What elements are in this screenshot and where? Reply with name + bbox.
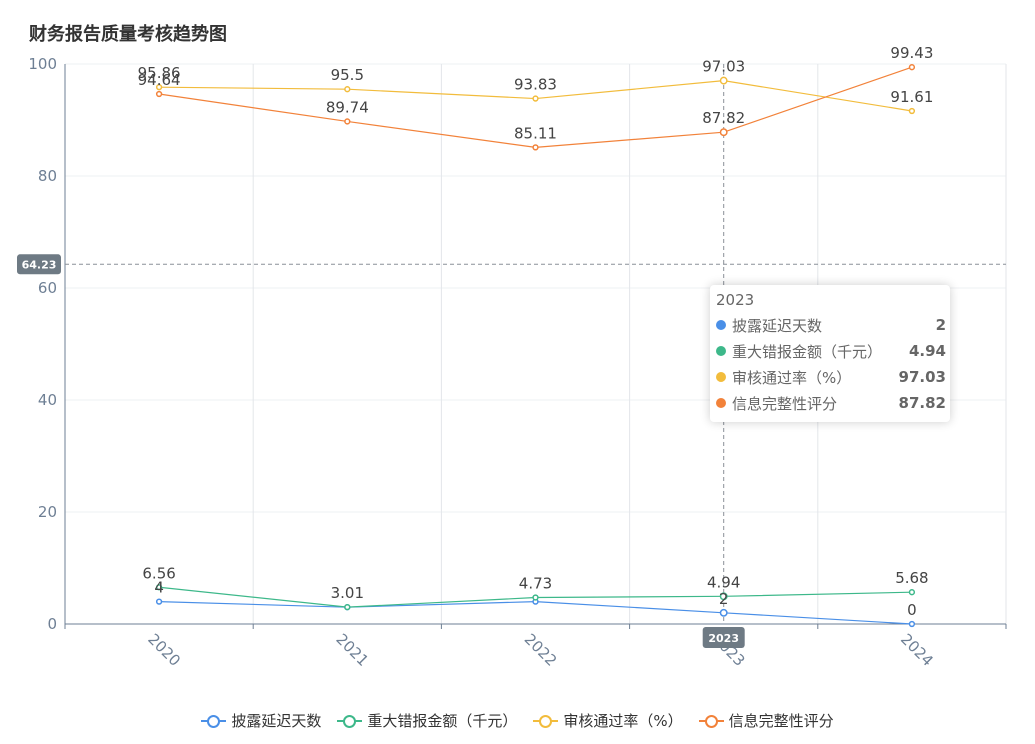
y-tick-label: 0 <box>47 615 57 633</box>
data-point <box>532 95 539 102</box>
data-label: 91.61 <box>890 88 933 106</box>
tooltip-series-value: 87.82 <box>898 394 946 412</box>
chart-legend: 披露延迟天数 重大错报金额（千元） 审核通过率（%） 信息完整性评分 <box>0 710 1035 731</box>
legend-label: 信息完整性评分 <box>728 712 834 730</box>
legend-label: 重大错报金额（千元） <box>367 712 518 730</box>
y-tick-label: 60 <box>38 279 57 297</box>
x-tick-label: 2022 <box>521 630 561 670</box>
legend-line-icon <box>201 714 227 728</box>
data-label: 5.68 <box>895 569 928 587</box>
data-point <box>344 86 351 93</box>
data-point <box>155 598 163 605</box>
data-label: 99.43 <box>890 44 933 62</box>
tooltip-series-name: 披露延迟天数 <box>732 316 823 335</box>
crosshair-x-badge <box>702 627 745 648</box>
tooltip-series-value: 4.94 <box>908 342 946 360</box>
tooltip: 2023 披露延迟天数 2 重大错报金额（千元） 4.94 审核通过率（%） 9… <box>710 285 950 422</box>
legend-line-icon <box>698 714 724 728</box>
legend-item[interactable]: 重大错报金额（千元） <box>337 710 517 731</box>
legend-line-icon <box>337 714 363 728</box>
data-point <box>908 589 916 596</box>
tooltip-series-name: 重大错报金额（千元） <box>732 342 883 361</box>
x-tick-label: 2024 <box>897 630 937 670</box>
crosshair-x-badge-label: 2023 <box>708 632 739 645</box>
data-point <box>719 76 728 85</box>
tooltip-dot-icon <box>716 398 726 408</box>
data-point <box>344 118 351 125</box>
legend-item[interactable]: 披露延迟天数 <box>201 710 321 731</box>
legend-item[interactable]: 信息完整性评分 <box>698 710 834 731</box>
data-label: 2 <box>719 590 729 608</box>
data-point <box>908 620 916 628</box>
legend-label: 审核通过率（%） <box>563 712 683 730</box>
data-label: 85.11 <box>514 124 557 142</box>
data-point <box>719 608 728 617</box>
data-label: 95.5 <box>331 66 364 84</box>
tooltip-row: 信息完整性评分 87.82 <box>716 390 946 416</box>
tooltip-row: 审核通过率（%） 97.03 <box>716 364 946 390</box>
data-label: 87.82 <box>702 109 745 127</box>
data-point <box>155 584 163 591</box>
data-label: 3.01 <box>331 584 364 602</box>
data-label: 94.64 <box>138 71 181 89</box>
legend-line-icon <box>533 714 559 728</box>
data-point <box>344 603 351 611</box>
tooltip-dot-icon <box>716 346 726 356</box>
data-point <box>532 144 539 151</box>
y-tick-label: 40 <box>38 391 57 409</box>
tooltip-row: 重大错报金额（千元） 4.94 <box>716 338 946 364</box>
data-label: 93.83 <box>514 76 557 94</box>
legend-label: 披露延迟天数 <box>231 712 322 730</box>
tooltip-dot-icon <box>716 372 726 382</box>
data-point <box>155 90 163 98</box>
x-tick-label: 2020 <box>144 630 184 670</box>
tooltip-series-name: 信息完整性评分 <box>732 394 838 413</box>
data-label: 6.56 <box>142 564 175 582</box>
data-point <box>908 64 916 71</box>
data-label: 97.03 <box>702 58 745 76</box>
data-label: 4.94 <box>707 573 740 591</box>
data-label: 0 <box>907 601 917 619</box>
legend-item[interactable]: 审核通过率（%） <box>533 710 683 731</box>
data-label: 4 <box>154 579 164 597</box>
tooltip-row: 披露延迟天数 2 <box>716 312 946 338</box>
tooltip-title: 2023 <box>716 291 755 309</box>
y-tick-label: 20 <box>38 503 57 521</box>
data-label: 95.86 <box>138 64 181 82</box>
data-label: 4.73 <box>519 575 552 593</box>
data-point <box>719 592 728 601</box>
tooltip-series-value: 97.03 <box>898 368 946 386</box>
crosshair-y-badge <box>17 254 61 275</box>
data-label: 89.74 <box>326 98 369 116</box>
chart-title: 财务报告质量考核趋势图 <box>29 24 227 45</box>
data-point <box>155 84 163 91</box>
crosshair-y-badge-label: 64.23 <box>22 258 57 271</box>
data-point <box>532 594 539 601</box>
data-point <box>908 107 916 115</box>
tooltip-series-value: 2 <box>935 316 946 334</box>
y-tick-label: 80 <box>38 167 57 185</box>
tooltip-dot-icon <box>716 320 726 330</box>
y-tick-label: 100 <box>28 55 57 73</box>
x-tick-label: 2021 <box>332 630 372 670</box>
tooltip-series-name: 审核通过率（%） <box>732 368 852 387</box>
series-line <box>159 600 912 625</box>
data-point <box>719 128 728 137</box>
